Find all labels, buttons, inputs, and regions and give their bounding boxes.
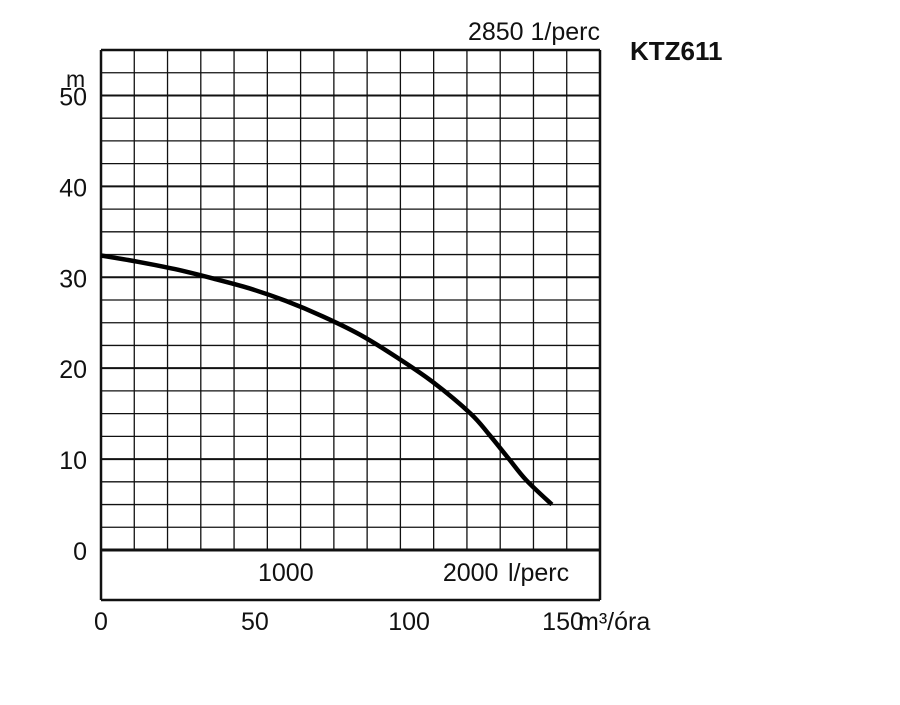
y-tick-label: 10 [59,447,87,475]
y-tick-label: 40 [59,174,87,202]
secondary-axis-tick-label: 150 [542,608,584,636]
grid-layer [101,50,600,550]
secondary-axis-tick-label: 0 [94,608,108,636]
primary-axis-tick-label: 1000 [258,559,314,587]
primary-axis-label: l/perc [508,559,569,587]
labels-layer: KTZ611 2850 1/perc m l/perc m³/óra 01020… [59,18,722,636]
primary-axis-tick-label: 2000 [443,559,499,587]
y-tick-label: 20 [59,356,87,384]
secondary-axis-tick-label: 100 [388,608,430,636]
head-flow-curve [101,256,552,505]
y-tick-label: 0 [73,538,87,566]
axes-layer [101,50,600,600]
secondary-axis-tick-label: 50 [241,608,269,636]
y-tick-label: 30 [59,265,87,293]
speed-label: 2850 1/perc [468,18,600,46]
y-tick-label: 50 [59,83,87,111]
curve-layer [101,255,552,504]
chart-title: KTZ611 [630,36,723,66]
secondary-axis-label: m³/óra [578,608,650,636]
